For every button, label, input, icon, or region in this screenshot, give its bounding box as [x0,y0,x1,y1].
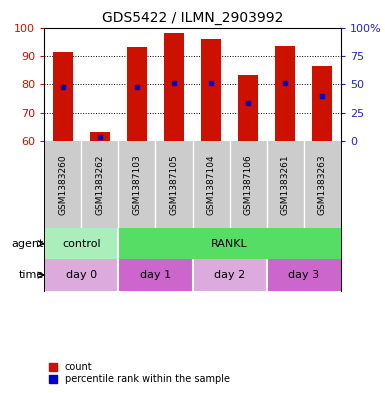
Text: day 3: day 3 [288,270,319,280]
Bar [119,228,341,259]
Text: GSM1387104: GSM1387104 [206,154,216,215]
Text: GSM1383261: GSM1383261 [281,154,290,215]
Bar [267,259,341,291]
Bar [53,52,73,141]
Bar [275,46,295,141]
Text: agent: agent [11,239,44,249]
Text: control: control [62,239,100,249]
Text: GSM1387105: GSM1387105 [169,154,179,215]
Bar [312,66,332,141]
Bar [119,259,192,291]
Text: day 2: day 2 [214,270,245,280]
Title: GDS5422 / ILMN_2903992: GDS5422 / ILMN_2903992 [102,11,283,25]
Text: day 0: day 0 [66,270,97,280]
Text: time: time [18,270,44,280]
Text: GSM1383260: GSM1383260 [58,154,67,215]
Bar [44,259,119,291]
Bar [90,132,110,141]
Bar [164,33,184,141]
Bar [44,228,119,259]
Legend: count, percentile rank within the sample: count, percentile rank within the sample [49,362,230,384]
Bar [201,39,221,141]
Text: GSM1383262: GSM1383262 [95,154,104,215]
Text: GSM1387103: GSM1387103 [132,154,141,215]
Text: day 1: day 1 [140,270,171,280]
Bar [192,259,267,291]
Text: GSM1383263: GSM1383263 [318,154,327,215]
Text: GSM1387106: GSM1387106 [244,154,253,215]
Bar [238,75,258,141]
Text: RANKL: RANKL [211,239,248,249]
Bar [127,48,147,141]
